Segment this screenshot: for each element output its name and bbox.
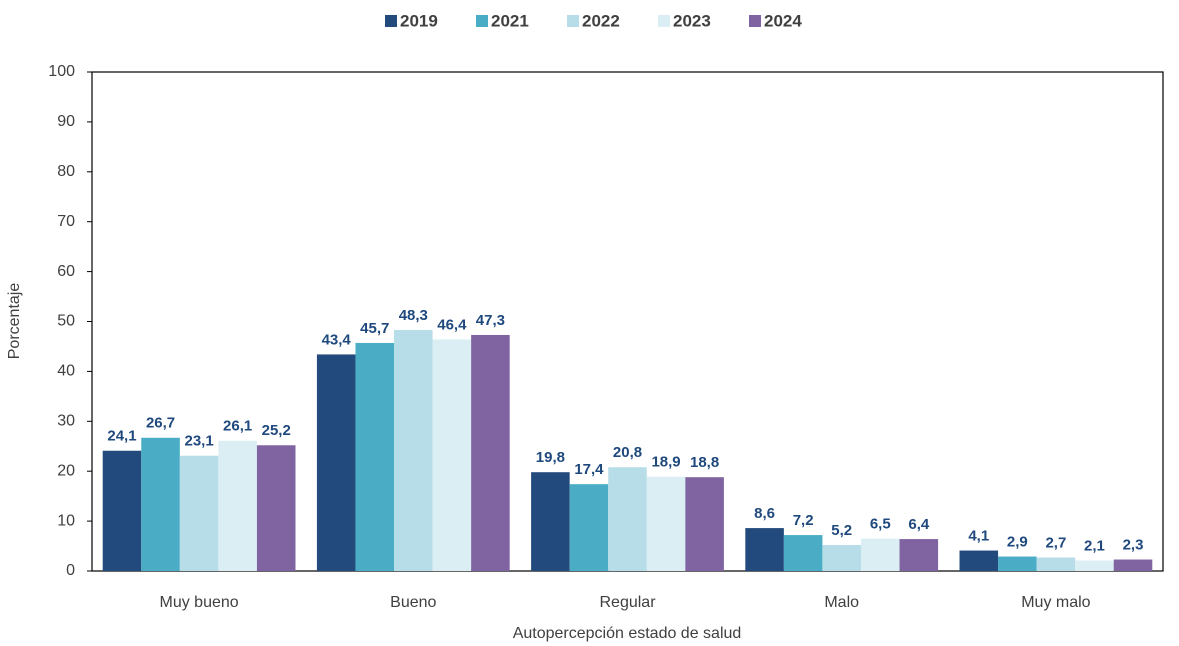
value-label: 48,3 <box>399 307 428 324</box>
bar <box>959 550 999 571</box>
value-label: 17,4 <box>574 461 604 478</box>
x-tick-label: Muy malo <box>1021 594 1090 611</box>
value-label: 25,2 <box>262 422 291 439</box>
bar <box>822 545 861 571</box>
y-tick-label: 10 <box>57 512 75 529</box>
legend-label: 2021 <box>491 11 529 30</box>
value-label: 5,2 <box>831 522 852 539</box>
y-tick-label: 70 <box>57 213 75 230</box>
bar <box>569 484 609 571</box>
bar <box>783 535 823 571</box>
legend-swatch <box>567 15 579 27</box>
bar <box>355 342 395 571</box>
value-label: 2,7 <box>1045 534 1066 551</box>
bar <box>608 467 647 571</box>
bar <box>218 440 257 571</box>
bar <box>316 354 356 571</box>
bar <box>745 528 784 571</box>
bar <box>685 477 724 571</box>
bar <box>102 450 142 571</box>
value-label: 43,4 <box>322 331 352 348</box>
bar <box>471 334 510 571</box>
value-label: 8,6 <box>754 505 775 522</box>
bar <box>646 476 686 571</box>
bar <box>432 339 472 571</box>
legend-label: 2024 <box>764 11 802 30</box>
bar <box>1036 557 1076 571</box>
bar <box>141 437 180 571</box>
value-label: 4,1 <box>968 528 989 545</box>
y-tick-label: 80 <box>57 163 75 180</box>
value-label: 23,1 <box>184 433 213 450</box>
x-tick-label: Bueno <box>390 594 436 611</box>
value-label: 2,9 <box>1007 533 1028 550</box>
value-label: 26,1 <box>223 418 252 435</box>
bar <box>998 556 1037 571</box>
bar <box>899 539 939 571</box>
x-axis-title: Autopercepción estado de salud <box>513 625 742 642</box>
legend-label: 2023 <box>673 11 711 30</box>
value-label: 6,4 <box>908 516 930 533</box>
bar <box>394 329 433 571</box>
value-label: 47,3 <box>476 312 505 329</box>
y-tick-label: 100 <box>48 63 75 80</box>
legend-swatch <box>385 15 397 27</box>
y-tick-label: 40 <box>57 363 75 380</box>
bar <box>531 472 570 571</box>
bar <box>1075 560 1114 571</box>
legend-label: 2022 <box>582 11 620 30</box>
bar <box>256 445 296 571</box>
value-label: 7,2 <box>793 512 814 529</box>
y-axis-title: Porcentaje <box>6 283 23 360</box>
y-tick-label: 30 <box>57 413 75 430</box>
legend-label: 2019 <box>400 11 438 30</box>
y-tick-label: 0 <box>66 562 75 579</box>
legend-swatch <box>476 15 488 27</box>
x-tick-label: Muy bueno <box>160 594 239 611</box>
legend-swatch <box>658 15 670 27</box>
value-label: 45,7 <box>360 320 389 337</box>
value-label: 18,9 <box>651 454 680 471</box>
value-label: 19,8 <box>536 449 565 466</box>
y-tick-label: 20 <box>57 462 75 479</box>
x-tick-label: Malo <box>824 594 859 611</box>
value-label: 2,1 <box>1084 537 1105 554</box>
value-label: 20,8 <box>613 444 642 461</box>
bar <box>179 455 219 571</box>
bar <box>860 538 900 571</box>
value-label: 18,8 <box>690 454 719 471</box>
x-tick-label: Regular <box>599 594 656 611</box>
value-label: 46,4 <box>437 316 467 333</box>
bar <box>1113 559 1153 571</box>
value-label: 2,3 <box>1123 536 1144 553</box>
y-tick-label: 60 <box>57 263 75 280</box>
value-label: 26,7 <box>146 415 175 432</box>
y-tick-label: 90 <box>57 113 75 130</box>
value-label: 24,1 <box>107 428 136 445</box>
legend-swatch <box>749 15 761 27</box>
y-tick-label: 50 <box>57 313 75 330</box>
value-label: 6,5 <box>870 516 891 533</box>
